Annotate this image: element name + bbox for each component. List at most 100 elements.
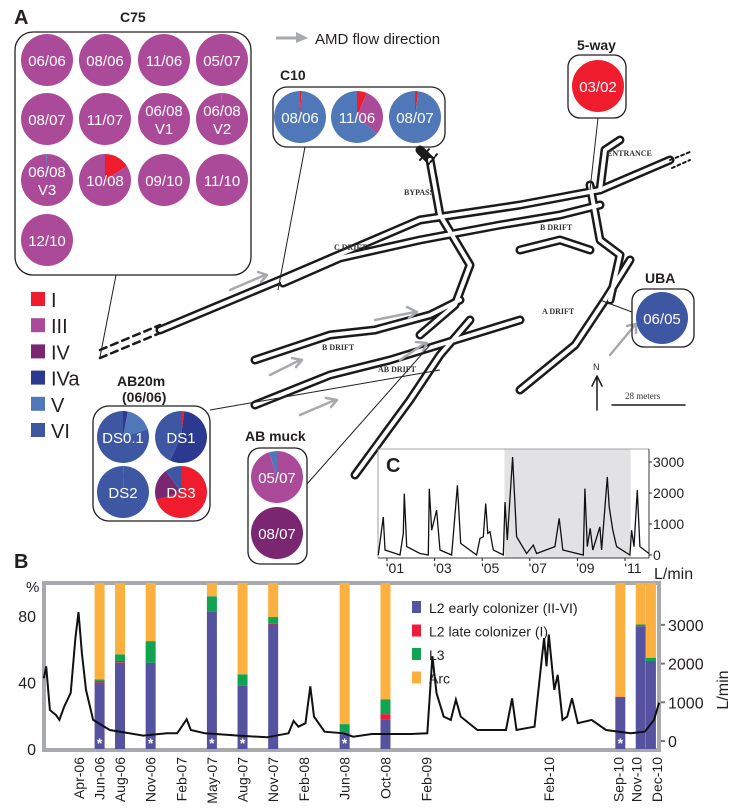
legend-swatch-IV [31, 344, 45, 359]
site-box-c75 [14, 31, 252, 276]
xtick-label: Nov-06 [143, 757, 159, 802]
legend-label-L3: L3 [429, 647, 445, 663]
pie-c75: 08/07 [21, 93, 73, 145]
pie-label: DS0.1 [102, 430, 144, 447]
xtick-label: Aug-07 [235, 757, 251, 802]
bar-segment-early [115, 662, 126, 749]
xtick-label: '07 [529, 560, 547, 576]
xtick-label: Feb-09 [418, 757, 434, 802]
xtick-label: Sep-10 [610, 757, 626, 802]
bar-segment-L3 [237, 674, 248, 686]
site-title-fiveway: 5-way [577, 37, 616, 53]
pie-slice-VI [154, 411, 181, 461]
pie-slice-V [221, 93, 222, 119]
site-box-fiveway [567, 54, 627, 119]
pie-slice-III [21, 93, 73, 145]
xtick-label: '09 [576, 560, 594, 576]
asterisk-marker: * [97, 735, 103, 751]
pie-slice-VI [636, 292, 688, 344]
bar-segment-L3 [206, 596, 217, 612]
bar-segment-early [94, 682, 105, 749]
ylabel-right: L/min [715, 670, 732, 709]
legend-label-early: L2 early colonizer (II-VI) [429, 600, 578, 616]
pie-label: 11/10 [204, 173, 240, 190]
ytick-right-label: 3000 [668, 618, 704, 635]
bar-segment-early [206, 611, 217, 749]
bar-segment-L3 [645, 657, 656, 662]
pie-label: 06/08 [145, 103, 183, 120]
bar-Aug-07: * [237, 583, 248, 751]
plot-frame [42, 581, 661, 752]
bar-segment-early [339, 732, 350, 749]
map-label-entrance: ENTRANCE [607, 149, 652, 158]
pie-slice-V [389, 91, 442, 143]
pie-label: 03/02 [579, 79, 617, 96]
bar-segment-early [268, 624, 279, 749]
map-label-b-drift-upper: B DRIFT [540, 223, 573, 232]
panel-b-chart: % L/min 0 40 80 0 1000 2000 3000 * * * * * * L2 early c… [18, 579, 732, 804]
pie-abmuck: 08/07 [251, 507, 303, 559]
pie-c10: 08/07 [389, 91, 442, 143]
bar-segment-Arc [645, 583, 656, 658]
xtick-label: Feb-08 [296, 757, 312, 802]
asterisk-marker: * [209, 735, 215, 751]
pie-c75: 09/10 [138, 154, 190, 206]
legend-swatch-VI [31, 423, 45, 437]
legend-label-late: L2 late colonizer (I) [429, 624, 548, 640]
pie-slice-III [196, 93, 249, 146]
bar-segment-late [380, 714, 391, 720]
bar-Oct-08 [380, 583, 391, 749]
bar-May-07: * [206, 583, 217, 751]
legend-swatch-late [412, 624, 421, 637]
pie-fiveway: 03/02 [572, 60, 624, 112]
pie-slice-V [46, 154, 47, 180]
bar-segment-late [115, 661, 126, 663]
pie-label: DS2 [108, 485, 137, 502]
bar-segment-L3 [380, 699, 391, 715]
xtick-label: Dec-10 [649, 757, 665, 802]
pie-label: 08/07 [28, 112, 66, 129]
pie-label: 06/08 [203, 103, 241, 120]
pie-label: 06/06 [28, 53, 66, 70]
pie-slice-V [268, 451, 277, 477]
bar-segment-early [635, 626, 646, 749]
pie-slice-III [21, 34, 73, 86]
flow-line [377, 456, 650, 557]
bar-segment-early [237, 685, 248, 749]
pie-slice-I [357, 91, 367, 117]
pie-slice-III [138, 154, 190, 206]
bar-segment-Arc [635, 583, 646, 625]
ytick-label: 0 [653, 547, 661, 563]
site-title-uba: UBA [645, 270, 675, 286]
bar-segment-Arc [380, 583, 391, 700]
site-title-c75: C75 [120, 9, 146, 25]
bar-segment-Arc [268, 583, 279, 618]
pie-label: 11/06 [146, 53, 182, 70]
legend-label-I: I [51, 290, 57, 312]
north-arrow-icon [591, 375, 603, 411]
xtick-label: '01 [386, 560, 404, 576]
site-box-c10 [272, 86, 446, 148]
bar-segment-early [615, 697, 626, 749]
pie-slice-I [572, 60, 624, 112]
bar-Aug-06 [115, 583, 126, 749]
bar-segment-Arc [339, 583, 350, 725]
asterisk-marker: * [240, 735, 246, 751]
pie-slice-VI [97, 466, 150, 519]
ytick-right-label: 0 [668, 734, 677, 751]
pie-slice-V [274, 91, 327, 143]
bar-segment-L3 [339, 724, 350, 733]
pie-label: 12/10 [28, 233, 66, 250]
panel-c-label: C [386, 455, 400, 477]
pie-label: 06/05 [643, 311, 681, 328]
xtick-label: Nov-10 [629, 757, 645, 802]
legend-label-VI: VI [51, 421, 70, 443]
pie-c75: 12/10 [21, 214, 73, 266]
pie-label: 08/07 [258, 526, 296, 543]
pie-slice-III [196, 34, 248, 86]
legend-swatch-III [31, 318, 45, 333]
bar-Nov-10 [635, 583, 646, 749]
